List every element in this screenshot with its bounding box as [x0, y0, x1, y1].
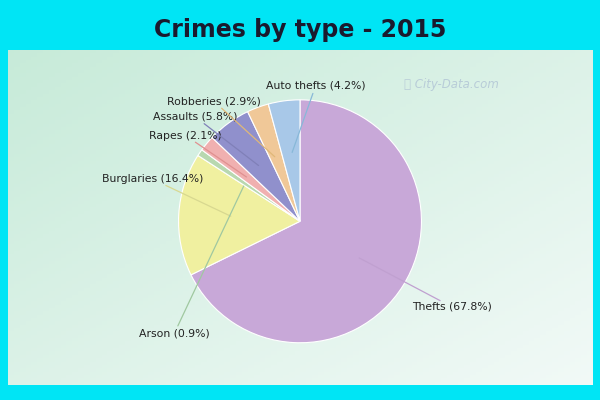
Text: Assaults (5.8%): Assaults (5.8%)	[153, 112, 259, 166]
Wedge shape	[248, 104, 300, 221]
Text: Burglaries (16.4%): Burglaries (16.4%)	[102, 174, 231, 216]
Wedge shape	[268, 100, 300, 221]
Wedge shape	[202, 138, 300, 221]
Text: Arson (0.9%): Arson (0.9%)	[139, 186, 244, 338]
Text: Crimes by type - 2015: Crimes by type - 2015	[154, 18, 446, 42]
Text: Auto thefts (4.2%): Auto thefts (4.2%)	[266, 81, 365, 152]
Wedge shape	[191, 100, 421, 343]
Wedge shape	[212, 112, 300, 221]
Wedge shape	[198, 150, 300, 221]
Text: Robberies (2.9%): Robberies (2.9%)	[167, 96, 275, 157]
Text: ⓘ City-Data.com: ⓘ City-Data.com	[404, 78, 499, 91]
Text: Rapes (2.1%): Rapes (2.1%)	[149, 131, 247, 177]
Wedge shape	[179, 156, 300, 275]
Text: Thefts (67.8%): Thefts (67.8%)	[359, 258, 492, 312]
